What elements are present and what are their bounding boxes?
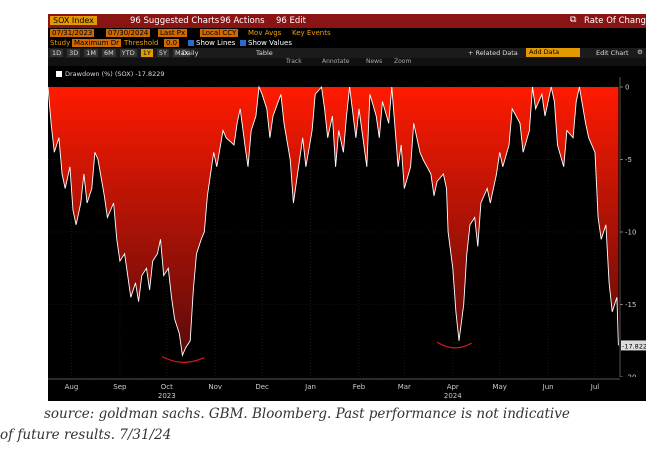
show-values-checkbox[interactable]: Show Values — [240, 39, 292, 47]
x-tick-label: Jan — [304, 383, 316, 391]
currency-select[interactable]: Local CCY — [200, 29, 239, 37]
x-tick-label: Jun — [542, 383, 554, 391]
chart-axes: 0-5-10-15-20-17.8229AugSepOctNovDecJanFe… — [48, 77, 646, 401]
last-value-label: -17.8229 — [622, 342, 646, 350]
daily-select[interactable]: Daily — [182, 49, 199, 57]
x-tick-label: Nov — [208, 383, 222, 391]
x-tick-label: Mar — [398, 383, 411, 391]
y-tick-label: 0 — [625, 84, 629, 92]
study-select[interactable]: Maximum Dr — [72, 39, 121, 47]
period-ytd[interactable]: YTD — [119, 49, 137, 57]
top-toolbar: SOX Index 96 Suggested Charts 96 Actions… — [48, 14, 646, 28]
gear-icon[interactable]: ⚙ — [637, 48, 643, 56]
period-1y[interactable]: 1Y — [140, 49, 153, 57]
study-bar: Study Maximum Dr Threshold 0.0 Show Line… — [48, 39, 646, 48]
show-lines-checkbox[interactable]: Show Lines — [188, 39, 235, 47]
x-tick-label: Feb — [353, 383, 366, 391]
x-year-label: 2023 — [158, 392, 176, 400]
threshold-input[interactable]: 0.0 — [164, 39, 180, 47]
rate-of-change-label[interactable]: Rate Of Change — [584, 16, 646, 26]
legend-swatch — [56, 71, 62, 77]
trough-annotations — [161, 341, 472, 363]
x-tick-label: Sep — [113, 383, 127, 391]
chart-tools-bar: Track Annotate News Zoom — [48, 58, 646, 66]
caption-line-1: source: goldman sachs. GBM. Bloomberg. P… — [44, 406, 570, 422]
study-label: Study — [50, 39, 71, 47]
external-link-icon[interactable]: ⧉ — [570, 15, 577, 25]
track-tool[interactable]: Track — [286, 58, 302, 65]
x-year-label: 2024 — [444, 392, 462, 400]
y-tick-label: -10 — [625, 229, 636, 237]
x-tick-label: May — [492, 383, 506, 391]
period-max[interactable]: Max — [172, 49, 191, 57]
period-1m[interactable]: 1M — [84, 49, 99, 57]
checkbox-icon — [240, 40, 246, 46]
mov-avgs-toggle[interactable]: Mov Avgs — [248, 29, 282, 37]
actions-menu[interactable]: 96 Actions — [220, 16, 265, 26]
annotate-tool[interactable]: Annotate — [322, 58, 350, 65]
checkbox-icon — [188, 40, 194, 46]
y-tick-label: -15 — [625, 301, 636, 309]
drawdown-chart: 0-5-10-15-20-17.8229AugSepOctNovDecJanFe… — [48, 77, 646, 401]
caption-line-2: of future results. 7/31/24 — [0, 427, 172, 443]
period-buttons: 1D 3D 1M 6M YTD 1Y 5Y Max — [50, 49, 194, 57]
drawdown-line — [48, 85, 619, 357]
x-axis-background — [48, 377, 646, 401]
end-date-input[interactable]: 07/30/2024 — [106, 29, 151, 37]
edit-chart-button[interactable]: Edit Chart — [596, 49, 629, 57]
edit-menu[interactable]: 96 Edit — [276, 16, 306, 26]
ticker-field[interactable]: SOX Index — [50, 16, 97, 25]
x-tick-label: Aug — [65, 383, 79, 391]
news-tool[interactable]: News — [366, 58, 383, 65]
drawdown-area — [48, 87, 619, 356]
period-5y[interactable]: 5Y — [156, 49, 169, 57]
price-select[interactable]: Last Px — [158, 29, 188, 37]
chart-legend: Drawdown (%) (SOX) -17.8229 — [56, 70, 165, 78]
zoom-tool[interactable]: Zoom — [394, 58, 412, 65]
x-tick-label: Apr — [447, 383, 459, 391]
related-data-menu[interactable]: + Related Data — [468, 49, 518, 57]
bloomberg-terminal-panel: 0-5-10-15-20-17.8229AugSepOctNovDecJanFe… — [48, 14, 646, 401]
legend-text: Drawdown (%) (SOX) -17.8229 — [65, 70, 165, 78]
period-6m[interactable]: 6M — [102, 49, 116, 57]
y-tick-label: -5 — [625, 156, 632, 164]
x-tick-label: Oct — [161, 383, 173, 391]
x-tick-label: Jul — [590, 383, 600, 391]
trough-annotation — [436, 341, 472, 349]
y-axis-background — [620, 77, 646, 379]
period-3d[interactable]: 3D — [67, 49, 81, 57]
key-events-toggle[interactable]: Key Events — [292, 29, 331, 37]
trough-annotation — [161, 356, 205, 363]
period-1d[interactable]: 1D — [50, 49, 64, 57]
last-value-box — [621, 340, 646, 351]
suggested-charts-menu[interactable]: 96 Suggested Charts — [130, 16, 220, 26]
table-button[interactable]: Table — [256, 49, 273, 57]
add-data-input[interactable]: Add Data — [526, 48, 580, 57]
threshold-label: Threshold — [124, 39, 159, 47]
period-bar: 1D 3D 1M 6M YTD 1Y 5Y Max Daily Table + Related… — [48, 48, 646, 58]
date-range-bar: 07/31/2023 07/30/2024 Last Px Local CCY … — [48, 28, 646, 39]
x-tick-label: Dec — [255, 383, 269, 391]
start-date-input[interactable]: 07/31/2023 — [50, 29, 95, 37]
